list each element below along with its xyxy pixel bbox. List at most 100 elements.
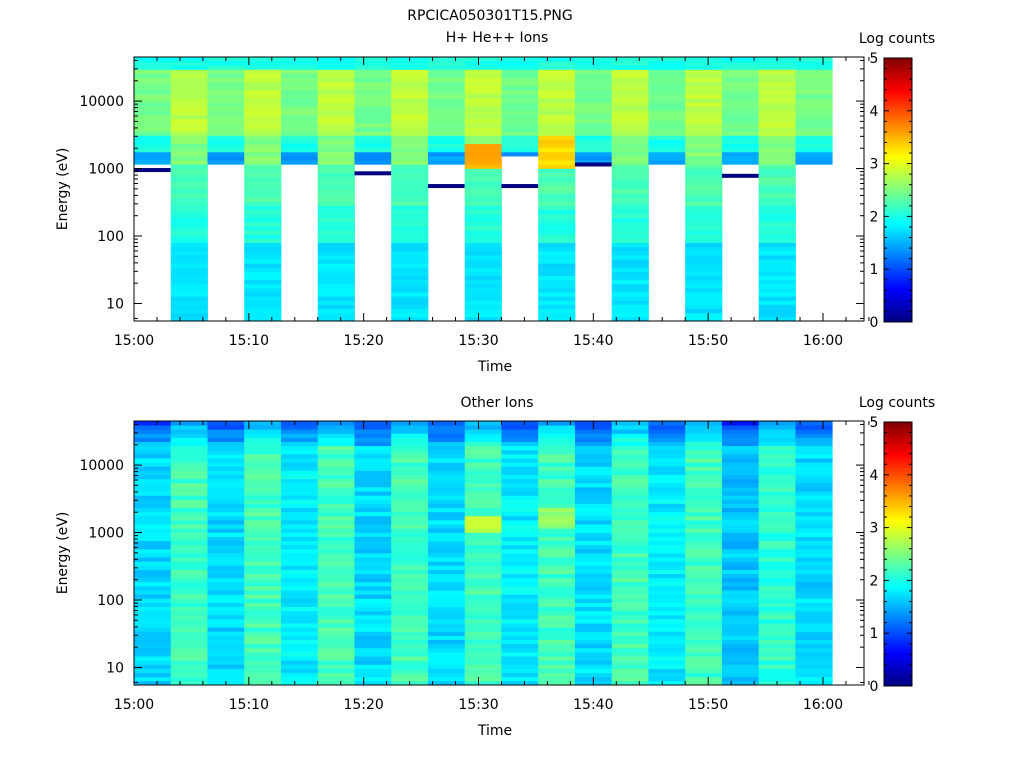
heatmap-cell	[721, 77, 760, 83]
heatmap-cell	[538, 308, 576, 314]
heatmap-cell	[354, 503, 392, 509]
heatmap-cell	[244, 524, 282, 529]
heatmap-cell	[721, 429, 760, 434]
heatmap-cell	[317, 168, 355, 173]
heatmap-cell	[758, 131, 796, 136]
heatmap-cell	[464, 151, 502, 157]
heatmap-cell	[391, 602, 429, 608]
heatmap-cell	[501, 656, 539, 661]
heatmap-cell	[170, 213, 208, 219]
heatmap-cell	[685, 495, 723, 500]
heatmap-cell	[244, 271, 282, 277]
heatmap-cell	[317, 668, 355, 674]
heatmap-cell	[170, 176, 208, 182]
heatmap-cell	[501, 553, 539, 558]
heatmap-cell	[134, 594, 172, 599]
heatmap-cell	[391, 250, 429, 256]
heatmap-cell	[354, 652, 392, 657]
heatmap-cell	[648, 660, 686, 665]
heatmap-cell	[574, 81, 613, 87]
heatmap-cell	[170, 606, 208, 612]
heatmap-cell	[244, 487, 282, 492]
heatmap-cell	[280, 598, 319, 603]
y-tick-label: 100	[97, 593, 124, 609]
heatmap-cell	[464, 114, 502, 120]
heatmap-cell	[611, 619, 649, 624]
heatmap-cell	[574, 553, 613, 558]
heatmap-cell	[501, 73, 539, 79]
heatmap-cell	[134, 536, 172, 542]
heatmap-cell	[685, 474, 723, 480]
heatmap-cell	[354, 590, 392, 595]
heatmap-cell	[244, 619, 282, 624]
heatmap-cell	[538, 234, 576, 239]
heatmap-cell	[758, 544, 796, 550]
heatmap-cell	[501, 441, 539, 447]
heatmap-cell	[685, 304, 723, 310]
heatmap-cell	[464, 445, 502, 451]
heatmap-cell	[170, 259, 208, 264]
heatmap-cell	[538, 544, 576, 550]
heatmap-cell	[280, 487, 319, 492]
heatmap-cell	[758, 292, 796, 297]
heatmap-cell	[795, 77, 833, 83]
heatmap-cell	[611, 565, 649, 570]
heatmap-cell	[170, 511, 208, 517]
heatmap-cell	[317, 238, 355, 244]
heatmap-cell	[317, 279, 355, 285]
heatmap-cell	[685, 478, 723, 484]
heatmap-cell	[427, 69, 466, 74]
heatmap-cell	[134, 454, 172, 459]
heatmap-cell	[354, 557, 392, 562]
heatmap-cell	[538, 676, 576, 682]
heatmap-cell	[391, 437, 429, 443]
heatmap-cell	[391, 660, 429, 665]
heatmap-cell	[244, 569, 282, 575]
heatmap-cell	[758, 255, 796, 260]
heatmap-cell	[317, 676, 355, 682]
heatmap-cell	[464, 271, 502, 277]
heatmap-cell	[170, 127, 208, 132]
heatmap-cell	[280, 528, 319, 533]
heatmap-cell	[538, 312, 576, 318]
heatmap-cell	[538, 193, 576, 198]
heatmap-cell	[391, 590, 429, 595]
heatmap-cell	[648, 553, 686, 558]
heatmap-cell	[134, 94, 172, 99]
heatmap-cell	[427, 581, 466, 587]
heatmap-cell	[721, 540, 760, 546]
heatmap-cell	[354, 482, 392, 488]
heatmap-cell	[207, 639, 245, 645]
heatmap-cell	[685, 164, 723, 169]
heatmap-cell	[427, 569, 466, 575]
heatmap-cell	[501, 540, 539, 546]
heatmap-cell	[391, 106, 429, 112]
heatmap-cell	[134, 470, 172, 476]
panel2-colorbar-label: Log counts	[859, 395, 935, 411]
heatmap-cell	[391, 495, 429, 500]
heatmap-cell	[538, 275, 576, 281]
heatmap-cell	[758, 143, 796, 149]
heatmap-cell	[611, 656, 649, 661]
heatmap-cell	[354, 123, 392, 128]
heatmap-cell	[391, 470, 429, 476]
heatmap-cell	[317, 160, 355, 165]
heatmap-cell	[538, 586, 576, 591]
heatmap-cell	[758, 631, 796, 636]
heatmap-cell	[170, 267, 208, 272]
heatmap-cell	[427, 656, 466, 661]
heatmap-cell	[795, 487, 833, 492]
heatmap-cell	[648, 507, 686, 513]
heatmap-cell	[758, 507, 796, 513]
energy-cutoff-line	[427, 184, 465, 189]
heatmap-cell	[758, 557, 796, 562]
heatmap-cell	[170, 614, 208, 620]
heatmap-cell	[170, 462, 208, 467]
heatmap-cell	[574, 69, 613, 74]
heatmap-cell	[464, 222, 502, 227]
heatmap-cell	[134, 449, 172, 455]
heatmap-cell	[280, 123, 319, 128]
heatmap-cell	[317, 90, 355, 95]
heatmap-cell	[611, 73, 649, 79]
heatmap-cell	[170, 102, 208, 107]
